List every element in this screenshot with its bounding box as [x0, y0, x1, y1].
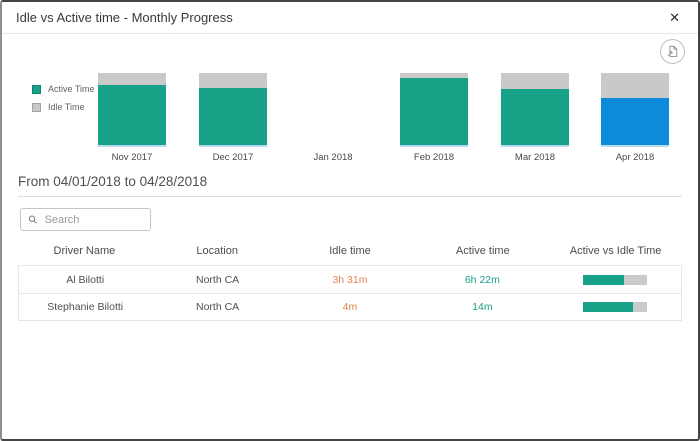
search-input-container [20, 208, 151, 231]
col-header-location: Location [196, 245, 238, 257]
active-segment[interactable] [501, 89, 569, 145]
month-axis-label: Mar 2018 [514, 152, 556, 163]
table-header-row: Driver Name Location Idle time Active ti… [18, 240, 682, 262]
export-chart-button[interactable] [660, 39, 685, 64]
empty-bar-slot [283, 73, 383, 147]
legend-item-idle: Idle Time [32, 102, 95, 112]
close-icon[interactable]: ✕ [669, 10, 680, 25]
active-segment[interactable] [601, 98, 669, 145]
chart-month-mar-2018: Mar 2018 [485, 73, 585, 163]
chart-month-jan-2018: Jan 2018 [283, 73, 383, 163]
section-divider [18, 196, 682, 197]
stacked-bar[interactable] [400, 73, 468, 147]
legend-label-active: Active Time [48, 84, 95, 94]
stacked-bar[interactable] [199, 73, 267, 147]
bar-baseline [199, 145, 267, 147]
month-axis-label: Nov 2017 [111, 152, 153, 163]
col-header-active-time: Active time [455, 245, 510, 257]
stacked-bar[interactable] [501, 73, 569, 147]
cell-active-time: 6h 22m [464, 273, 500, 286]
idle-segment[interactable] [400, 73, 468, 79]
col-header-idle-time: Idle time [329, 245, 371, 257]
cell-active-vs-idle [549, 274, 681, 285]
bar-baseline [98, 145, 166, 147]
cell-driver-name: Stephanie Bilotti [47, 301, 124, 313]
cell-active-time: 14m [472, 301, 493, 313]
cell-idle-time: 3h 31m [332, 273, 368, 286]
active-segment[interactable] [98, 84, 166, 145]
search-input[interactable] [42, 212, 143, 227]
chart-legend: Active Time Idle Time [32, 84, 95, 120]
cell-active-vs-idle [549, 302, 681, 312]
idle-segment[interactable] [98, 73, 166, 85]
idle-segment[interactable] [501, 73, 569, 90]
active-bar-fill [582, 302, 633, 312]
cell-location: North CA [195, 301, 240, 313]
idle-time-swatch [32, 102, 41, 112]
month-axis-label: Dec 2017 [212, 152, 254, 163]
chart-month-apr-2018: Apr 2018 [585, 73, 685, 163]
dialog-title: Idle vs Active time - Monthly Progress [16, 10, 233, 25]
col-header-active-vs-idle: Active vs Idle Time [569, 245, 662, 257]
month-axis-label: Feb 2018 [413, 152, 455, 163]
month-axis-label: Jan 2018 [313, 152, 353, 163]
stacked-bar[interactable] [98, 73, 166, 147]
table-row[interactable]: Al Bilotti North CA 3h 31m 6h 22m [19, 266, 681, 293]
table-body: Al Bilotti North CA 3h 31m 6h 22m Stephanie … [18, 265, 682, 321]
active-segment[interactable] [199, 87, 267, 145]
legend-label-idle: Idle Time [48, 102, 85, 112]
active-bar-fill [582, 274, 624, 285]
bar-baseline [601, 145, 669, 147]
legend-item-active: Active Time [32, 84, 95, 94]
month-axis-label: Apr 2018 [615, 152, 655, 163]
cell-idle-time: 4m [342, 301, 358, 313]
col-header-driver-name: Driver Name [53, 245, 116, 257]
cell-location: North CA [195, 273, 240, 286]
active-segment[interactable] [400, 78, 468, 145]
chart-month-feb-2018: Feb 2018 [384, 73, 484, 163]
active-vs-idle-bar [582, 274, 647, 285]
bar-baseline [400, 145, 468, 147]
table-row[interactable]: Stephanie Bilotti North CA 4m 14m [19, 293, 681, 320]
drivers-table: Driver Name Location Idle time Active ti… [18, 240, 682, 321]
stacked-bar[interactable] [601, 73, 669, 147]
dialog-header: Idle vs Active time - Monthly Progress ✕ [2, 2, 698, 34]
stacked-bar-chart: Nov 2017 Dec 2017 Jan 2018 Feb 2018 Mar 2018… [2, 2, 698, 172]
chart-month-dec-2017: Dec 2017 [183, 73, 283, 163]
active-vs-idle-bar [582, 302, 647, 312]
bar-baseline [501, 145, 569, 147]
idle-segment[interactable] [199, 73, 267, 88]
idle-segment[interactable] [601, 73, 669, 99]
active-time-swatch [32, 84, 41, 94]
period-title: From 04/01/2018 to 04/28/2018 [18, 174, 208, 189]
chart-month-nov-2017: Nov 2017 [82, 73, 182, 163]
export-document-icon [667, 45, 678, 57]
cell-driver-name: Al Bilotti [66, 273, 105, 286]
search-icon [28, 215, 37, 224]
